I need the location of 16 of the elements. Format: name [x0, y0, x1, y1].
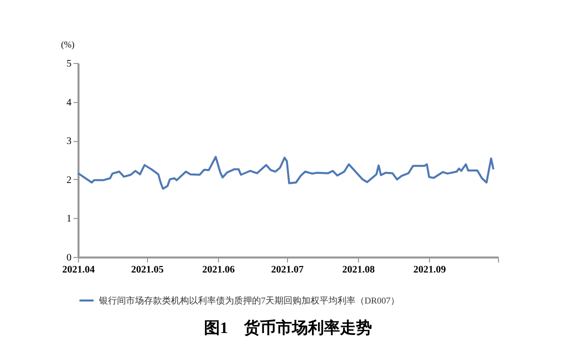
- x-tick-label: 2021.09: [413, 264, 446, 276]
- x-tick-label: 2021.06: [202, 264, 235, 276]
- y-tick-label: 5: [66, 58, 72, 70]
- x-tick-label: 2021.07: [271, 264, 304, 276]
- line-series: [77, 156, 494, 190]
- y-tick-label: 0: [66, 252, 72, 264]
- y-axis-title: (%): [61, 40, 74, 50]
- y-tick-label: 1: [66, 214, 72, 225]
- x-tick-label: 2021.04: [62, 264, 95, 276]
- x-tick-label: 2021.08: [342, 264, 375, 276]
- y-tick-label: 4: [66, 97, 72, 108]
- text: 图1 货币市场利率走势: [204, 318, 372, 337]
- x-tick-label: 2021.05: [131, 264, 164, 276]
- legend-label: 银行间市场存款类机构以利率债为质押的7天期回购加权平均利率（DR007）: [98, 296, 400, 306]
- y-tick-label: 2: [66, 174, 72, 186]
- y-tick-label: 3: [66, 136, 72, 148]
